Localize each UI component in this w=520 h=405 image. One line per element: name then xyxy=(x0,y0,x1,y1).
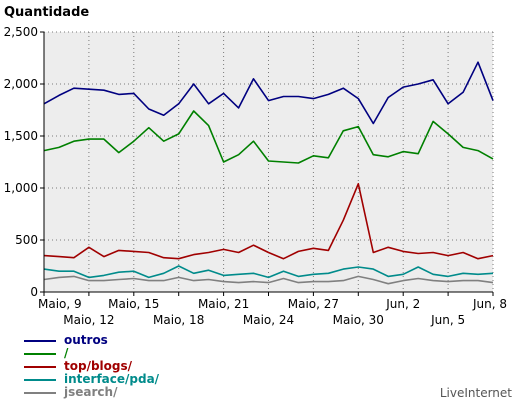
series-line- xyxy=(43,110,494,164)
line-chart: Quantidade 0 500 1,000 1,500 2,000 2,500 Maio… xyxy=(4,5,507,327)
legend-item: / xyxy=(24,347,159,360)
series-line-interface-pda xyxy=(43,265,494,279)
y-tick-label: 2,500 xyxy=(4,25,38,39)
legend-item: jsearch/ xyxy=(24,386,159,399)
legend-item: top/blogs/ xyxy=(24,360,159,373)
x-tick-label: Jun, 8 xyxy=(472,297,507,311)
legend-swatch xyxy=(24,339,56,342)
legend-swatch xyxy=(24,378,56,381)
legend-item: interface/pda/ xyxy=(24,373,159,386)
x-tick-label: Maio, 24 xyxy=(243,313,294,327)
series-line-outros xyxy=(43,61,494,125)
y-tick-label: 1,000 xyxy=(4,181,38,195)
y-tick-label: 1,500 xyxy=(4,129,38,143)
x-tick-label: Maio, 9 xyxy=(38,297,82,311)
x-tick-label: Maio, 18 xyxy=(153,313,204,327)
series-line-jsearch xyxy=(43,275,494,285)
x-axis-ticks: Maio, 9 Maio, 15 Maio, 21 Maio, 27 Jun, 2 Jun… xyxy=(38,292,507,327)
legend-item: outros xyxy=(24,334,159,347)
x-tick-label: Maio, 30 xyxy=(333,313,384,327)
y-axis-ticks: 0 500 1,000 1,500 2,000 2,500 xyxy=(4,25,44,299)
x-tick-label: Jun, 5 xyxy=(430,313,465,327)
series-lines xyxy=(43,61,494,285)
legend-swatch xyxy=(24,391,56,394)
x-tick-label: Maio, 27 xyxy=(288,297,339,311)
x-tick-label: Jun, 2 xyxy=(385,297,420,311)
liveinternet-brand: LiveInternet xyxy=(439,386,512,400)
series-line-top-blogs xyxy=(43,183,494,260)
chart-title: Quantidade xyxy=(4,5,89,20)
legend-label: top/blogs/ xyxy=(64,359,133,373)
legend-swatch xyxy=(24,365,56,368)
x-tick-label: Maio, 21 xyxy=(198,297,249,311)
y-tick-label: 2,000 xyxy=(4,77,38,91)
legend-label: interface/pda/ xyxy=(64,372,160,386)
legend-label: / xyxy=(64,346,69,360)
legend-label: outros xyxy=(64,333,108,347)
chart-legend: outros / top/blogs/interface/pda/jsearch/ xyxy=(24,334,159,399)
x-tick-label: Maio, 12 xyxy=(63,313,114,327)
legend-swatch xyxy=(24,352,56,355)
y-tick-label: 0 xyxy=(30,285,38,299)
legend-label: jsearch/ xyxy=(64,385,118,399)
x-tick-label: Maio, 15 xyxy=(108,297,159,311)
y-tick-label: 500 xyxy=(15,233,38,247)
